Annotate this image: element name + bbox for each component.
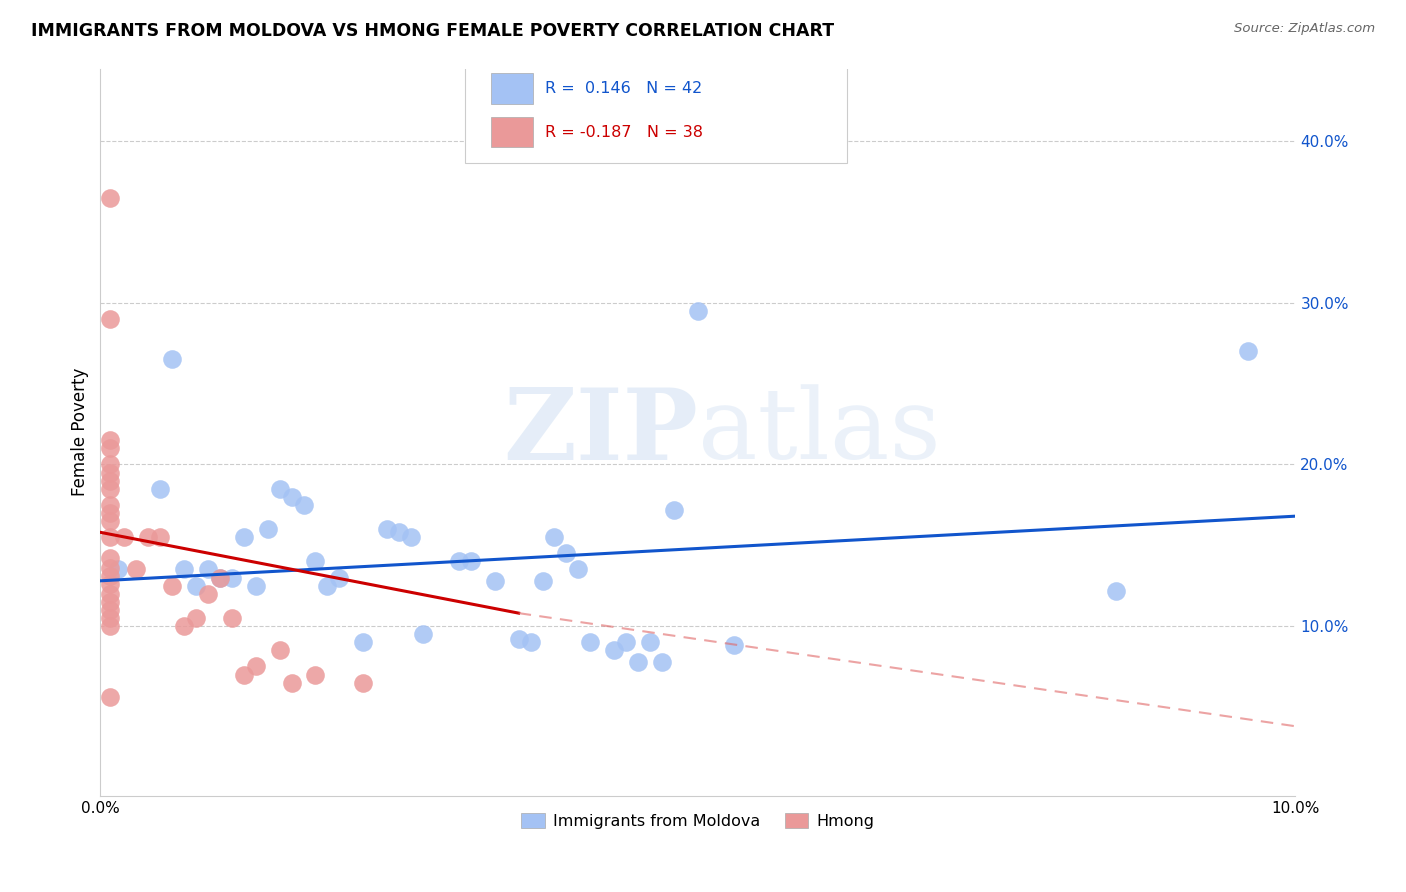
Point bbox=[1236, 344, 1258, 359]
Point bbox=[160, 352, 183, 367]
Point bbox=[98, 514, 121, 528]
Point bbox=[280, 675, 302, 690]
Point bbox=[269, 482, 291, 496]
Point bbox=[627, 655, 650, 669]
Point bbox=[412, 627, 434, 641]
Point bbox=[98, 595, 121, 609]
Point bbox=[197, 587, 219, 601]
Point bbox=[184, 611, 207, 625]
Point bbox=[388, 525, 411, 540]
Point bbox=[543, 530, 565, 544]
Point bbox=[352, 635, 374, 649]
Point bbox=[245, 659, 267, 673]
Point bbox=[98, 434, 121, 448]
Point bbox=[460, 554, 482, 568]
Point bbox=[508, 632, 530, 646]
Point bbox=[603, 643, 626, 657]
Point bbox=[98, 569, 121, 583]
Point bbox=[173, 562, 195, 576]
Point bbox=[98, 577, 121, 591]
Point bbox=[98, 611, 121, 625]
Point bbox=[399, 530, 422, 544]
Point bbox=[136, 530, 159, 544]
Point bbox=[98, 561, 121, 575]
Point bbox=[555, 546, 578, 560]
Legend: Immigrants from Moldova, Hmong: Immigrants from Moldova, Hmong bbox=[515, 806, 880, 835]
Point bbox=[98, 466, 121, 480]
Point bbox=[662, 502, 685, 516]
Point bbox=[98, 603, 121, 617]
Point bbox=[232, 667, 254, 681]
Point bbox=[197, 562, 219, 576]
Point bbox=[328, 571, 350, 585]
Point bbox=[304, 667, 326, 681]
Point bbox=[98, 587, 121, 601]
Point bbox=[304, 554, 326, 568]
Text: Source: ZipAtlas.com: Source: ZipAtlas.com bbox=[1234, 22, 1375, 36]
Point bbox=[651, 655, 673, 669]
Point bbox=[579, 635, 602, 649]
Point bbox=[98, 442, 121, 456]
Point bbox=[98, 482, 121, 496]
Point bbox=[316, 579, 339, 593]
Point bbox=[447, 554, 470, 568]
Point bbox=[232, 530, 254, 544]
Point bbox=[160, 579, 183, 593]
Point bbox=[98, 474, 121, 488]
Point bbox=[98, 498, 121, 512]
FancyBboxPatch shape bbox=[491, 117, 533, 147]
Point bbox=[184, 579, 207, 593]
Point bbox=[98, 312, 121, 326]
Point bbox=[269, 643, 291, 657]
Point bbox=[1105, 583, 1128, 598]
Point bbox=[208, 571, 231, 585]
Text: ZIP: ZIP bbox=[503, 384, 697, 481]
Y-axis label: Female Poverty: Female Poverty bbox=[72, 368, 89, 496]
Point bbox=[484, 574, 506, 588]
Point bbox=[519, 635, 541, 649]
Point bbox=[112, 530, 135, 544]
Point bbox=[723, 639, 745, 653]
Point bbox=[98, 530, 121, 544]
Point bbox=[173, 619, 195, 633]
Point bbox=[638, 635, 661, 649]
Point bbox=[98, 506, 121, 520]
Point bbox=[107, 562, 129, 576]
Text: R = -0.187   N = 38: R = -0.187 N = 38 bbox=[546, 125, 703, 140]
Point bbox=[352, 675, 374, 690]
Point bbox=[221, 611, 243, 625]
Point bbox=[208, 571, 231, 585]
Point bbox=[98, 690, 121, 705]
Text: atlas: atlas bbox=[697, 384, 941, 480]
Point bbox=[98, 191, 121, 205]
Point bbox=[149, 530, 172, 544]
Text: R =  0.146   N = 42: R = 0.146 N = 42 bbox=[546, 81, 702, 96]
Point bbox=[98, 458, 121, 472]
Text: IMMIGRANTS FROM MOLDOVA VS HMONG FEMALE POVERTY CORRELATION CHART: IMMIGRANTS FROM MOLDOVA VS HMONG FEMALE … bbox=[31, 22, 834, 40]
Point bbox=[125, 562, 148, 576]
Point bbox=[98, 619, 121, 633]
Point bbox=[614, 635, 637, 649]
Point bbox=[375, 522, 398, 536]
Point bbox=[567, 562, 589, 576]
FancyBboxPatch shape bbox=[465, 65, 848, 163]
Point bbox=[531, 574, 554, 588]
Point bbox=[245, 579, 267, 593]
Point bbox=[256, 522, 278, 536]
Point bbox=[292, 498, 315, 512]
Point bbox=[221, 571, 243, 585]
Point bbox=[98, 551, 121, 566]
FancyBboxPatch shape bbox=[491, 73, 533, 104]
Point bbox=[686, 304, 709, 318]
Point bbox=[280, 490, 302, 504]
Point bbox=[149, 482, 172, 496]
